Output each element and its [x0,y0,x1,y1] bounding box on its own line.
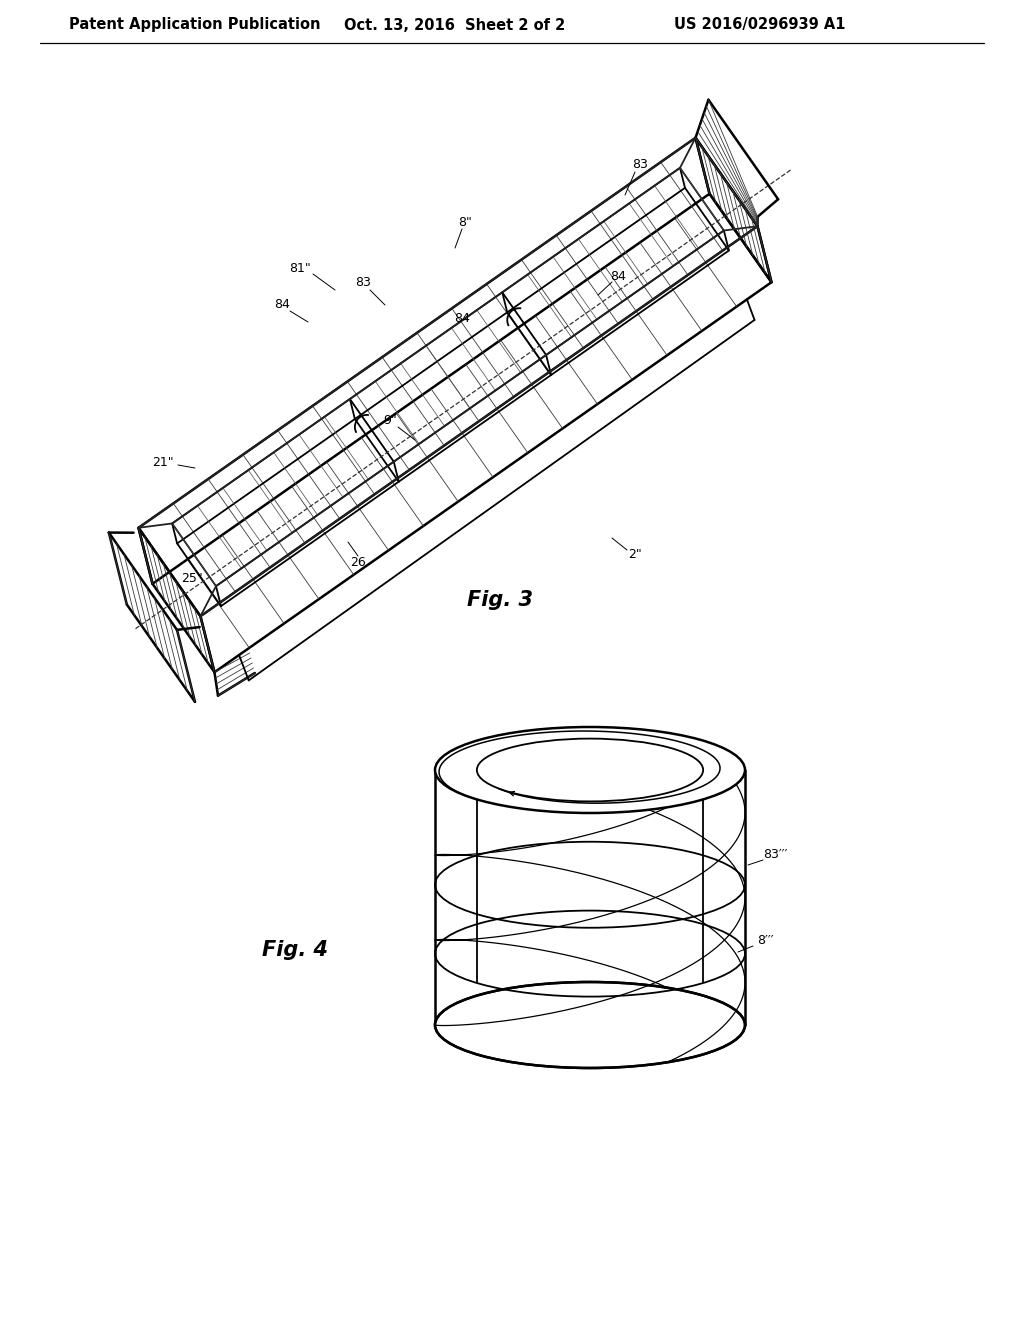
Ellipse shape [435,982,745,1068]
Text: 84: 84 [610,271,626,284]
Text: Oct. 13, 2016  Sheet 2 of 2: Oct. 13, 2016 Sheet 2 of 2 [344,17,565,33]
Ellipse shape [435,727,745,813]
Text: 21": 21" [153,455,174,469]
Text: 84: 84 [274,298,290,312]
Ellipse shape [477,739,703,801]
Text: Fig. 3: Fig. 3 [467,590,534,610]
Text: 8": 8" [458,215,472,228]
Text: 9": 9" [383,413,397,426]
Text: 8′′′: 8′′′ [757,933,773,946]
Text: 83: 83 [632,158,648,172]
Text: 2": 2" [628,549,642,561]
Text: 81": 81" [289,261,311,275]
Text: 84: 84 [454,312,470,325]
Text: Patent Application Publication: Patent Application Publication [70,17,321,33]
Text: 81′′′: 81′′′ [482,746,507,759]
Text: 25": 25" [181,572,203,585]
Text: US 2016/0296939 A1: US 2016/0296939 A1 [674,17,846,33]
Text: 83′′′: 83′′′ [763,849,787,862]
Text: Fig. 4: Fig. 4 [262,940,328,960]
Text: 84′′′: 84′′′ [603,746,628,759]
Text: 83: 83 [355,276,371,289]
Text: 26: 26 [350,556,366,569]
